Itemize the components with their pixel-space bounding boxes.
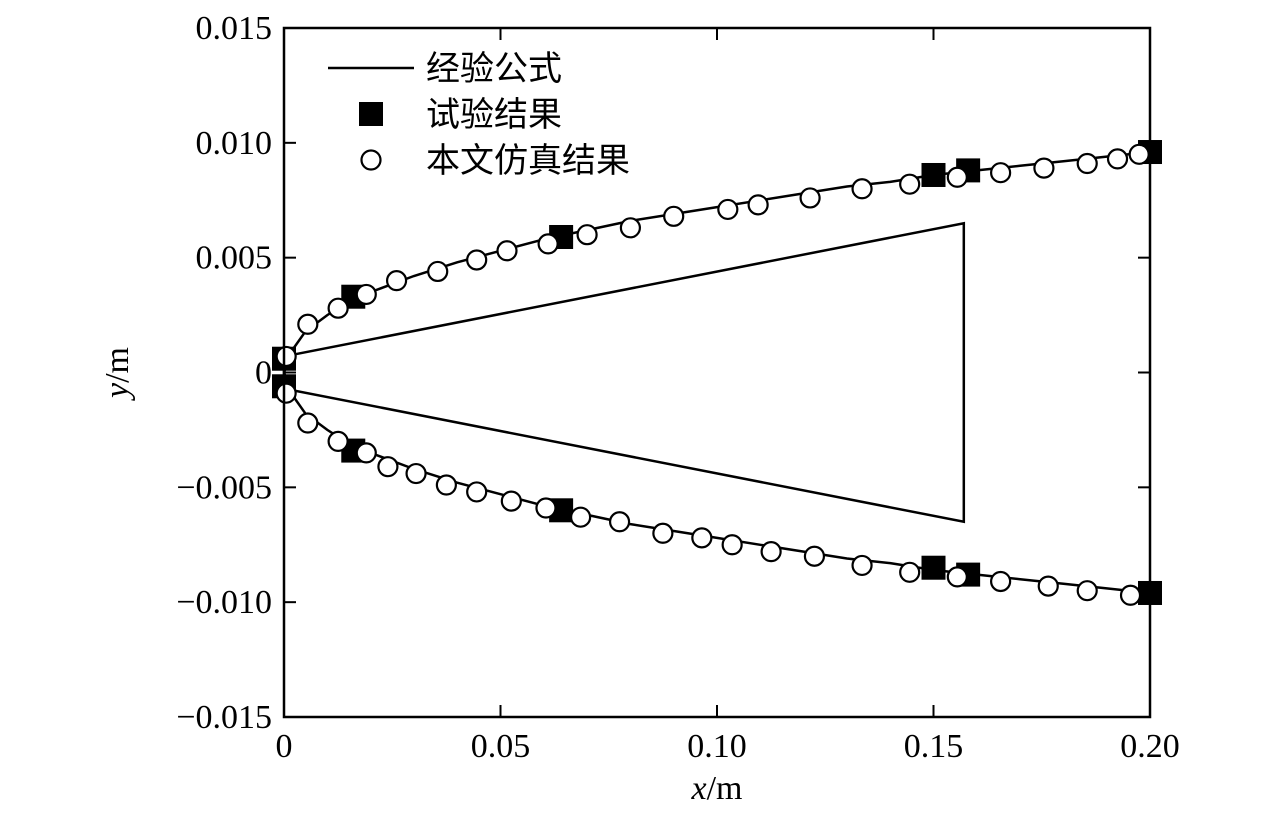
- sim-point: [385, 270, 408, 292]
- sim-point: [799, 187, 821, 209]
- test-point: [921, 162, 946, 187]
- x-axis-unit: /m: [707, 770, 743, 807]
- x-tick-label: 0.15: [904, 728, 964, 765]
- sim-point: [1106, 148, 1129, 170]
- sim-point: [608, 511, 631, 533]
- legend-label: 试验结果: [426, 95, 562, 135]
- sim-point: [717, 198, 739, 221]
- sim-point: [899, 173, 921, 195]
- sim-point: [691, 527, 713, 549]
- sim-point: [500, 490, 522, 512]
- sim-point: [1128, 143, 1150, 165]
- sim-point: [760, 541, 782, 563]
- test-point: [921, 555, 946, 580]
- sim-point: [747, 194, 769, 216]
- sim-point: [275, 382, 297, 404]
- sim-point: [721, 534, 743, 556]
- sim-point: [327, 430, 349, 452]
- sim-point: [297, 412, 319, 434]
- sim-point: [1076, 152, 1098, 175]
- legend-square-marker: [359, 102, 383, 126]
- sim-point: [405, 462, 427, 485]
- y-axis-label: y/m: [99, 347, 136, 401]
- sim-point: [355, 283, 377, 306]
- legend-label: 经验公式: [426, 49, 562, 89]
- sim-point: [1119, 584, 1142, 606]
- sim-point: [537, 233, 559, 255]
- legend-label: 本文仿真结果: [426, 141, 630, 181]
- sim-point: [435, 474, 457, 496]
- sim-point: [619, 217, 642, 239]
- sim-point: [355, 442, 377, 464]
- sim-point: [275, 345, 297, 368]
- sim-point: [990, 570, 1012, 593]
- sim-point: [466, 249, 488, 271]
- sim-point: [576, 224, 598, 246]
- y-tick-label: 0.015: [196, 10, 273, 47]
- sim-point: [899, 561, 921, 583]
- y-tick-label: 0: [255, 355, 272, 392]
- y-tick-label: −0.015: [176, 699, 272, 736]
- sim-point: [496, 240, 518, 262]
- x-axis-var: x: [691, 770, 707, 807]
- x-tick-label: 0.20: [1120, 728, 1180, 765]
- x-axis-label: x/m: [691, 770, 743, 807]
- legend-circle-marker: [360, 149, 382, 171]
- sim-point: [803, 545, 826, 567]
- x-tick-label: 0.05: [471, 728, 531, 765]
- sim-point: [652, 522, 674, 544]
- sim-point: [1076, 580, 1098, 602]
- sim-point: [1033, 157, 1055, 179]
- plot-content: [272, 140, 1162, 606]
- sim-point: [427, 260, 449, 283]
- x-tick-label: 0.10: [687, 728, 747, 765]
- x-axis-ticks: 0 0.05 0.10 0.15 0.20: [276, 28, 1180, 765]
- sim-point: [570, 506, 592, 528]
- y-tick-label: −0.010: [176, 584, 272, 621]
- y-axis-unit: /m: [99, 347, 136, 383]
- sim-point: [327, 297, 349, 319]
- sim-point: [851, 178, 873, 200]
- x-tick-label: 0: [276, 728, 293, 765]
- sim-point: [851, 554, 873, 577]
- sim-point: [466, 481, 488, 503]
- sim-point: [946, 166, 968, 188]
- sim-point: [1037, 575, 1059, 597]
- sim-point: [663, 205, 685, 227]
- sim-point: [990, 162, 1012, 184]
- y-tick-label: 0.010: [196, 125, 273, 162]
- plot-frame: [282, 26, 1152, 719]
- y-tick-label: −0.005: [176, 469, 272, 506]
- sim-point: [946, 566, 968, 588]
- y-tick-label: 0.005: [196, 240, 273, 277]
- sim-point: [297, 313, 319, 335]
- sim-point: [535, 497, 557, 519]
- y-axis-var: y: [99, 382, 136, 401]
- y-axis-ticks: 0.015 0.010 0.005 0 −0.005 −0.010 −0.015: [176, 10, 1150, 736]
- formula-curve-upper: [282, 150, 1151, 373]
- sim-point: [377, 456, 399, 478]
